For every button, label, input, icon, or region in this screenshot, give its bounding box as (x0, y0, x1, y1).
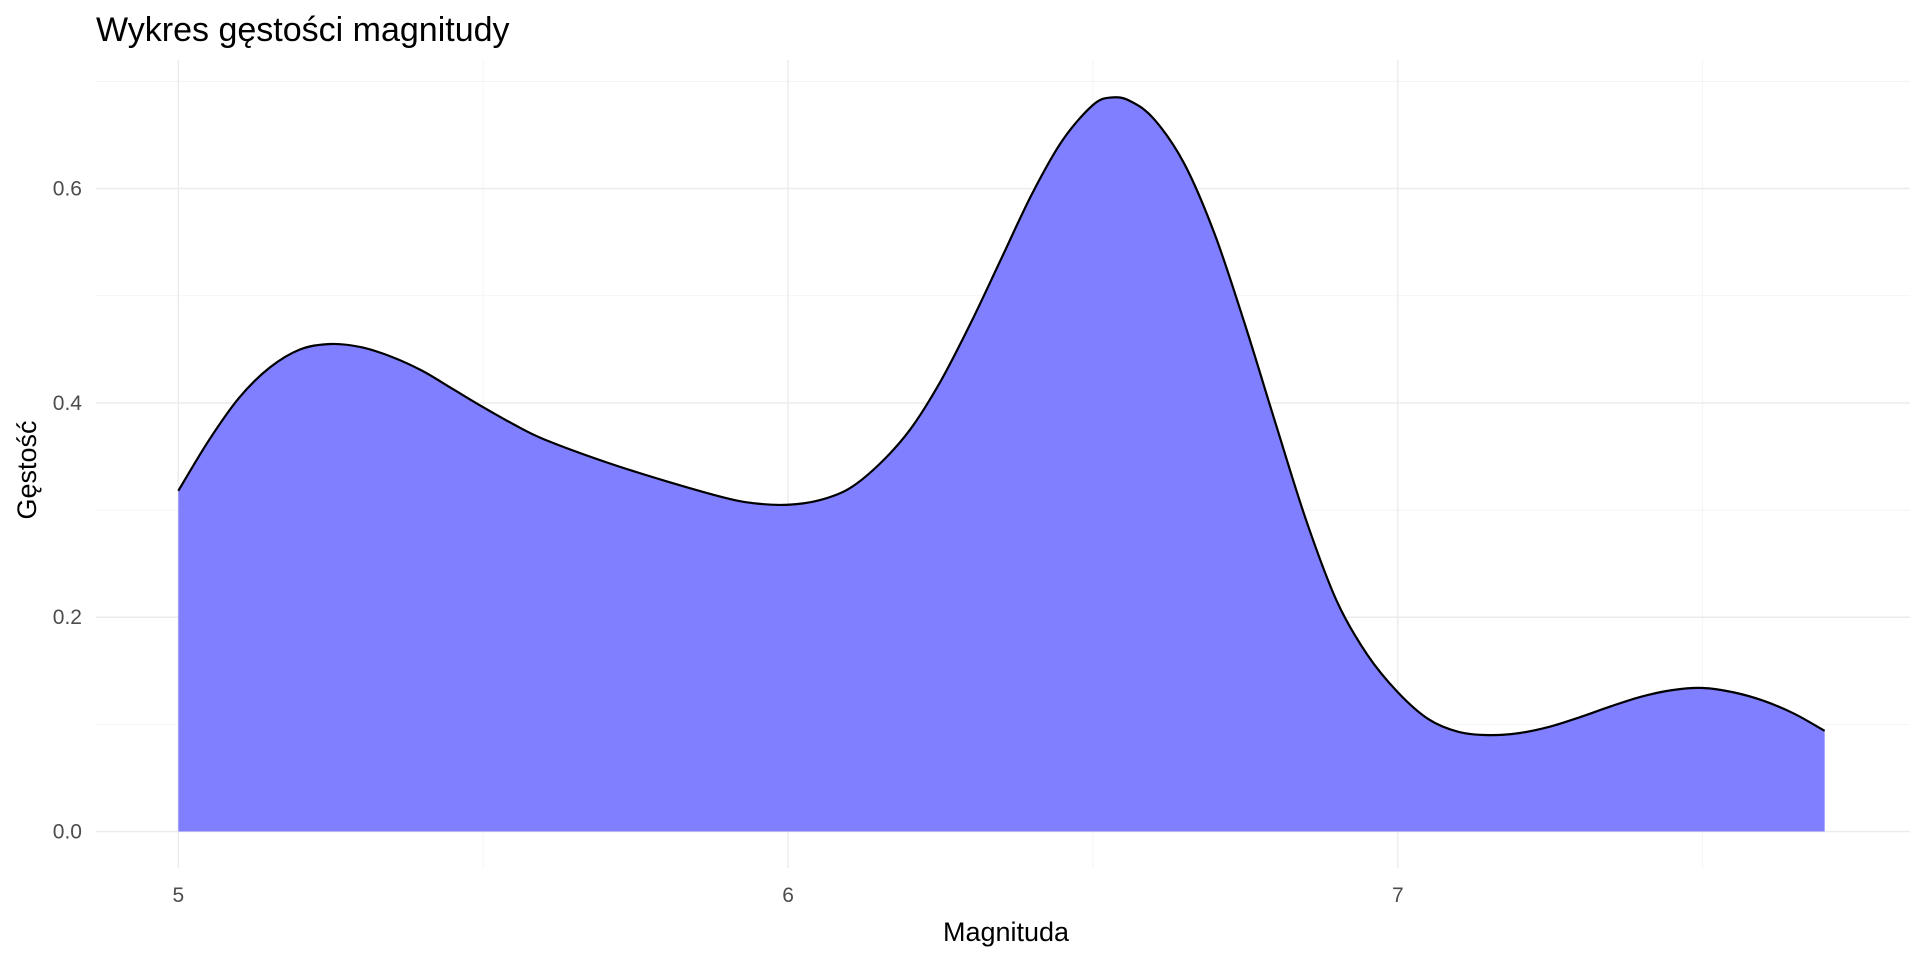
density-area-layer (177, 96, 1826, 832)
density-curve-line (177, 96, 1826, 737)
x-tick-label: 6 (782, 884, 794, 907)
y-tick-label: 0.0 (53, 821, 82, 844)
x-tick-label: 5 (172, 884, 184, 907)
density-area-fill (178, 97, 1825, 832)
y-tick-label: 0.4 (53, 392, 83, 415)
tick-labels: 5 6 7 0.0 0.2 0.4 0.6 (53, 178, 1404, 907)
x-tick-label: 7 (1392, 884, 1404, 907)
y-axis-label: Gęstość (12, 420, 42, 519)
x-axis-label: Magnituda (943, 917, 1070, 947)
y-tick-label: 0.6 (53, 178, 82, 201)
chart-title: Wykres gęstości magnitudy (96, 11, 510, 49)
y-tick-label: 0.2 (53, 606, 82, 629)
